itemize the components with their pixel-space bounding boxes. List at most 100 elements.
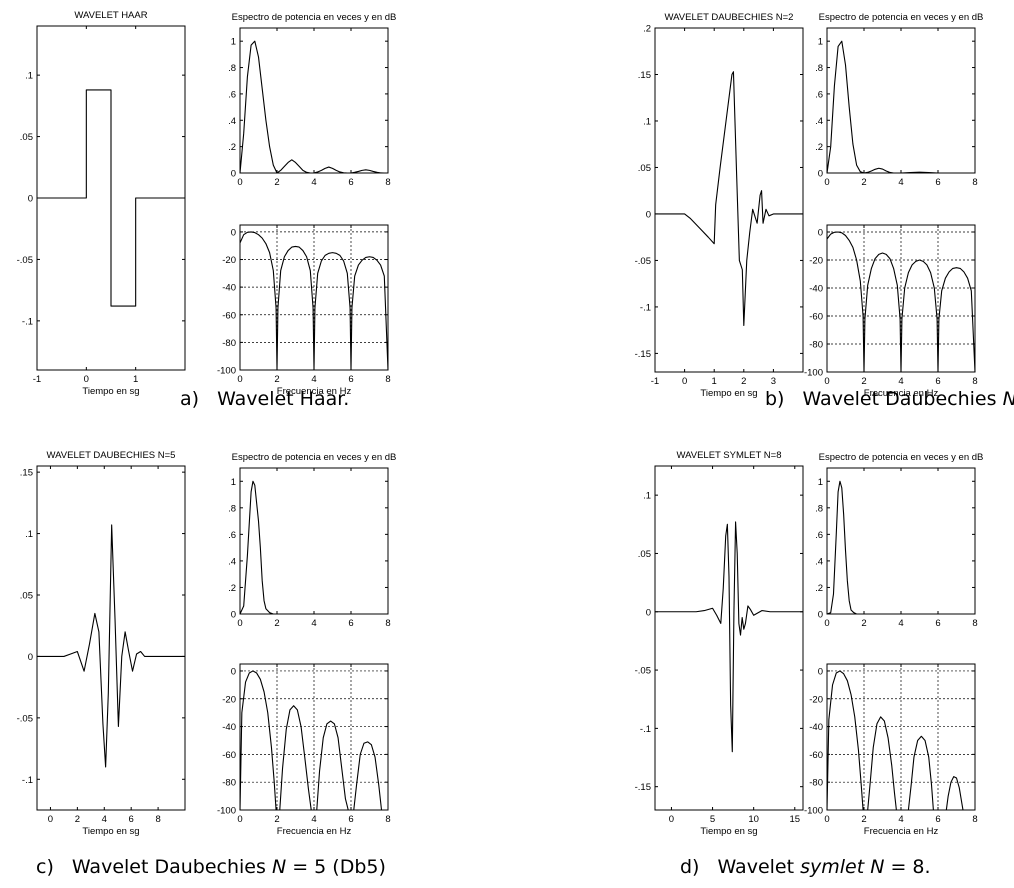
axes-frame (36, 465, 186, 811)
y-tick-label: -40 (809, 722, 823, 733)
y-tick-label: -80 (222, 778, 236, 789)
x-tick-label: 8 (972, 618, 977, 629)
y-tick-label: .1 (643, 491, 651, 502)
subplot-12: 0 2 4 6 8 -100 -80 -60 -40 -20 0 Frecuencia en Hz (804, 663, 978, 837)
chart-title: WAVELET HAAR (74, 10, 147, 21)
caption-letter: d) (680, 856, 699, 878)
x-tick-label: 0 (824, 814, 829, 825)
x-tick-label: 3 (771, 376, 776, 387)
y-tick-label: 0 (646, 607, 651, 618)
y-tick-label: -40 (222, 722, 236, 733)
x-tick-label: 5 (710, 814, 715, 825)
caption-suffix: = 8. (884, 856, 930, 878)
caption-letter: b) (765, 388, 784, 410)
y-tick-label: .1 (25, 71, 33, 82)
y-tick-label: .2 (643, 24, 651, 35)
axes-frame (654, 27, 804, 373)
chart-title: WAVELET DAUBECHIES N=5 (47, 450, 176, 461)
y-tick-label: -100 (217, 366, 236, 377)
series-line (655, 521, 803, 753)
y-tick-label: .6 (815, 530, 823, 541)
series-line (826, 40, 975, 174)
y-tick-label: .6 (815, 89, 823, 100)
y-tick-label: 1 (231, 37, 236, 48)
x-tick-label: 4 (898, 177, 903, 188)
chart-title: Espectro de potencia en veces y en dB (819, 12, 984, 23)
y-tick-label: 0 (818, 610, 823, 621)
subplot-6: 0 2 4 6 8 -100 -80 -60 -40 -20 0 Frecuencia en Hz (804, 224, 978, 399)
subplot-7: 0 2 4 6 8 -.1 -.05 0 .05 .1 .15 WAVELET DAUBECHIES … (17, 450, 186, 837)
y-tick-label: -.1 (640, 724, 651, 735)
caption-italic: N (1003, 388, 1014, 410)
x-tick-label: 4 (898, 814, 903, 825)
x-axis-label: Tiempo en sg (82, 826, 139, 837)
series-line (655, 71, 803, 327)
x-tick-label: 0 (237, 618, 242, 629)
y-tick-label: -60 (222, 310, 236, 321)
series-line (826, 480, 975, 615)
y-tick-label: 1 (818, 477, 823, 488)
x-tick-label: 4 (311, 814, 316, 825)
chart-title: WAVELET SYMLET N=8 (677, 450, 782, 461)
caption-text: Wavelet Daubechies (802, 388, 1002, 410)
x-tick-label: 15 (789, 814, 800, 825)
y-tick-label: .4 (228, 116, 236, 127)
subplot-9: 0 2 4 6 8 -100 -80 -60 -40 -20 0 Frecuencia en Hz (217, 663, 391, 837)
x-tick-label: 4 (311, 177, 316, 188)
x-axis-label: Tiempo en sg (82, 386, 139, 397)
x-tick-label: 6 (348, 177, 353, 188)
x-tick-label: 4 (311, 618, 316, 629)
y-tick-label: .2 (815, 583, 823, 594)
y-tick-label: -80 (809, 778, 823, 789)
caption-italic: symlet N (800, 856, 884, 878)
x-tick-label: 6 (348, 814, 353, 825)
y-tick-label: .2 (228, 583, 236, 594)
y-tick-label: 0 (231, 169, 236, 180)
y-tick-label: .15 (638, 70, 651, 81)
y-tick-label: 0 (818, 228, 823, 239)
x-axis-label: Frecuencia en Hz (277, 386, 352, 397)
x-tick-label: 2 (861, 814, 866, 825)
x-tick-label: 10 (748, 814, 759, 825)
subplot-3: 0 2 4 6 8 -100 -80 -60 -40 -20 0 Frecuencia en Hz (217, 224, 391, 397)
x-tick-label: 8 (155, 814, 160, 825)
series-line (239, 231, 389, 371)
x-tick-label: 0 (237, 814, 242, 825)
x-tick-label: 0 (84, 374, 89, 385)
subplot-5: 0 2 4 6 8 0 .2 .4 .6 .8 1 Espectro de potencia en v… (815, 12, 983, 188)
y-tick-label: -80 (809, 340, 823, 351)
x-tick-label: 6 (935, 177, 940, 188)
y-tick-label: -40 (809, 284, 823, 295)
series-line (826, 670, 964, 811)
x-tick-label: 0 (237, 374, 242, 385)
y-tick-label: 0 (646, 209, 651, 220)
caption-letter: c) (36, 856, 54, 878)
chart-title: Espectro de potencia en veces y en dB (232, 452, 397, 463)
caption-suffix: = 5 (Db5) (286, 856, 386, 878)
x-tick-label: -1 (33, 374, 41, 385)
y-tick-label: .05 (638, 163, 651, 174)
y-tick-label: .8 (228, 63, 236, 74)
y-tick-label: .4 (228, 556, 236, 567)
caption-c: c) Wavelet Daubechies N = 5 (Db5) (36, 856, 386, 878)
y-tick-label: -.05 (635, 256, 651, 267)
y-tick-label: -20 (222, 255, 236, 266)
caption-text: Wavelet Haar. (217, 388, 349, 410)
chart-title: Espectro de potencia en veces y en dB (819, 452, 984, 463)
x-tick-label: 8 (972, 814, 977, 825)
y-tick-label: -100 (217, 806, 236, 817)
y-tick-label: 0 (231, 227, 236, 238)
x-tick-label: 8 (385, 814, 390, 825)
series-line (37, 89, 185, 307)
x-tick-label: 6 (935, 376, 940, 387)
y-tick-label: 0 (231, 666, 236, 677)
y-tick-label: .1 (643, 116, 651, 127)
y-tick-label: -20 (809, 256, 823, 267)
x-axis-label: Frecuencia en Hz (864, 388, 939, 399)
y-tick-label: -40 (222, 283, 236, 294)
y-tick-label: .2 (815, 142, 823, 153)
y-tick-label: 0 (28, 194, 33, 205)
series-line (239, 40, 388, 174)
y-tick-label: -.15 (635, 349, 651, 360)
y-tick-label: -100 (804, 368, 823, 379)
